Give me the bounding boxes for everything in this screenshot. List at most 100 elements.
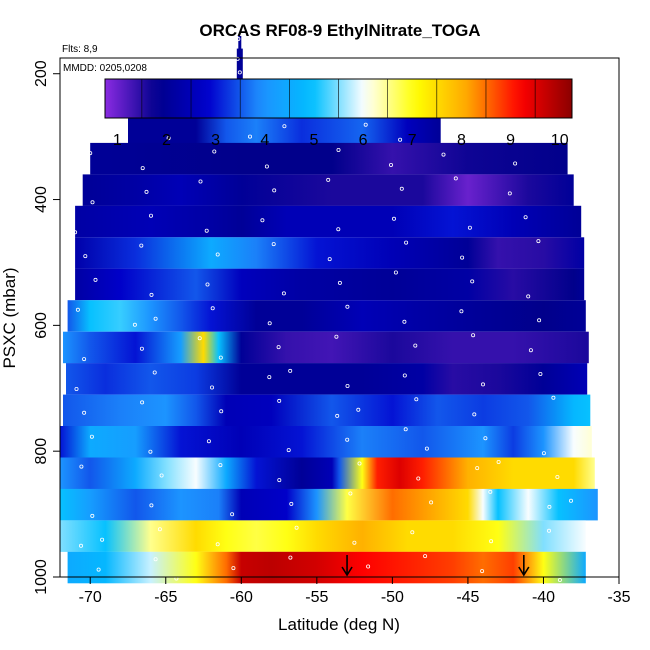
sample-marker: [286, 448, 291, 453]
sample-marker: [536, 239, 541, 244]
x-tick-label: -70: [79, 589, 102, 606]
sample-marker: [82, 410, 87, 415]
sample-marker: [83, 254, 88, 259]
sample-marker: [140, 166, 145, 171]
sample-marker: [541, 451, 546, 456]
sample-marker: [459, 309, 464, 314]
sample-marker: [335, 413, 340, 418]
sample-marker: [264, 164, 269, 169]
sample-marker: [393, 270, 398, 275]
x-tick-label: -35: [607, 589, 630, 606]
sample-marker: [547, 504, 552, 509]
sample-marker: [152, 370, 157, 375]
sample-marker: [149, 503, 154, 508]
sample-marker: [538, 371, 543, 376]
heatmap-band: [60, 457, 595, 489]
x-axis-label: Latitude (deg N): [278, 615, 400, 634]
sample-marker: [336, 147, 341, 152]
sample-marker: [488, 489, 493, 494]
sample-marker: [345, 383, 350, 388]
sample-marker: [413, 343, 418, 348]
sample-marker: [219, 409, 224, 414]
sample-marker: [89, 434, 94, 439]
sample-marker: [480, 569, 485, 574]
sample-marker: [402, 319, 407, 324]
sample-marker: [90, 513, 95, 518]
x-tick-label: -45: [456, 589, 479, 606]
sample-marker: [277, 478, 282, 483]
sample-marker: [74, 386, 79, 391]
heatmap-band: [66, 363, 588, 395]
plot-frame: [59, 57, 620, 578]
sample-marker: [399, 186, 404, 191]
sample-marker: [209, 385, 214, 390]
sample-marker: [402, 373, 407, 378]
y-tick-label: 600: [33, 312, 50, 339]
colorbar-tick-label: 4: [260, 132, 269, 149]
sample-marker: [557, 578, 562, 583]
sample-marker: [148, 213, 153, 218]
x-tick-label: -50: [381, 589, 404, 606]
colorbar-tick-label: 3: [211, 132, 220, 149]
sample-marker: [157, 527, 162, 532]
sample-marker: [480, 382, 485, 387]
sample-marker: [429, 500, 434, 505]
sample-marker: [282, 124, 287, 129]
sample-marker: [475, 466, 480, 471]
sample-marker: [197, 336, 202, 341]
axes: -70 -65 -60 -55 -50 -45 -40 -35 200 400 600 800 1000: [33, 57, 631, 606]
latitude-arrow: [341, 555, 353, 577]
sample-marker: [555, 474, 560, 479]
heatmap-band: [63, 394, 591, 427]
sample-marker: [267, 321, 272, 326]
sample-marker: [90, 200, 95, 205]
sample-marker: [159, 473, 164, 478]
sample-marker: [271, 242, 276, 247]
sample-marker: [148, 449, 153, 454]
sample-marker: [496, 459, 501, 464]
sample-marker: [139, 346, 144, 351]
sample-marker: [352, 540, 357, 545]
sample-marker: [470, 279, 475, 284]
date-label: MMDD: 0205,0208: [63, 63, 147, 74]
latitude-arrow: [518, 555, 530, 577]
y-tick-label: 1000: [33, 559, 50, 595]
colorbar-tick-label: 6: [359, 132, 368, 149]
colorbar-tick-label: 9: [506, 132, 515, 149]
sample-marker: [205, 282, 210, 287]
sample-marker: [460, 255, 465, 260]
sample-marker: [231, 566, 236, 571]
sample-marker: [218, 463, 223, 468]
sample-marker: [526, 294, 531, 299]
sample-marker: [153, 557, 158, 562]
sample-marker: [357, 461, 362, 466]
sample-marker: [551, 395, 556, 400]
sample-marker: [507, 191, 512, 196]
sample-marker: [569, 498, 574, 503]
sample-marker: [294, 525, 299, 530]
x-tick-label: -40: [532, 589, 555, 606]
sample-marker: [272, 188, 277, 193]
sample-marker: [537, 318, 542, 323]
sample-marker: [483, 436, 488, 441]
sample-marker: [210, 306, 215, 311]
sample-marker: [289, 501, 294, 506]
sample-marker: [153, 316, 158, 321]
sample-marker: [247, 134, 252, 139]
colorbar-tick-label: 5: [309, 132, 318, 149]
sample-marker: [327, 257, 332, 262]
y-tick-label: 200: [33, 60, 50, 87]
heatmap-band: [60, 426, 592, 458]
heatmap-band: [236, 48, 243, 81]
sample-marker: [277, 398, 282, 403]
sample-marker: [441, 152, 446, 157]
heatmap-band: [82, 174, 574, 206]
sample-marker: [337, 280, 342, 285]
heatmap-band: [75, 237, 585, 269]
sample-marker: [348, 491, 353, 496]
sample-marker: [73, 230, 78, 235]
sample-marker: [212, 149, 217, 154]
sample-marker: [471, 333, 476, 338]
x-tick-label: -60: [230, 589, 253, 606]
